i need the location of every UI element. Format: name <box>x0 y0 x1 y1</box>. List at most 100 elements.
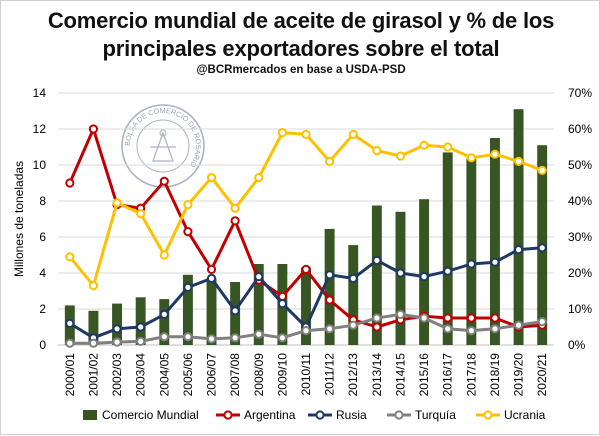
x-tick-label: 2005/06 <box>181 353 195 397</box>
point-rusia <box>183 282 193 292</box>
point-turquia <box>466 326 476 336</box>
bar-comercio-mundial <box>182 274 193 345</box>
point-argentina <box>65 178 75 188</box>
x-tick-label: 2010/11 <box>299 353 313 396</box>
bar-comercio-mundial <box>135 297 146 345</box>
x-tick-label: 2004/05 <box>157 353 171 397</box>
point-turquia <box>301 326 311 336</box>
x-tick-label: 2002/03 <box>110 353 124 397</box>
x-tick-label: 2014/15 <box>393 353 407 397</box>
point-ucrania <box>490 149 500 159</box>
point-ucrania <box>206 173 217 183</box>
y2-tick-label: 40% <box>568 194 592 208</box>
point-rusia <box>513 245 524 255</box>
point-rusia <box>466 259 476 269</box>
point-ucrania <box>230 203 240 213</box>
point-ucrania <box>348 129 358 139</box>
y2-tick-label: 30% <box>568 230 592 244</box>
point-argentina <box>183 227 193 237</box>
bar-comercio-mundial <box>489 138 500 345</box>
x-tick-label: 2017/18 <box>464 353 478 397</box>
point-rusia <box>395 268 406 278</box>
bar-comercio-mundial <box>371 205 382 345</box>
bar-comercio-mundial <box>348 245 359 345</box>
point-rusia <box>372 255 382 265</box>
legend-label-turquia: Turquía <box>415 408 456 422</box>
x-tick-label: 2009/10 <box>275 353 289 397</box>
chart-subtitle: @BCRmercados en base a USDA-PSD <box>196 64 406 76</box>
point-ucrania <box>112 198 122 208</box>
chart-title-line-2: principales exportadores sobre el total <box>102 36 500 61</box>
bar-comercio-mundial <box>253 264 264 345</box>
point-turquia <box>325 324 335 334</box>
legend-marker-turquia <box>394 410 404 420</box>
y2-tick-label: 20% <box>568 266 592 280</box>
legend-marker-ucrania <box>483 410 493 420</box>
bar-comercio-mundial <box>324 228 335 345</box>
x-tick-label: 2015/16 <box>417 353 431 397</box>
point-turquia <box>230 333 240 343</box>
point-ucrania <box>537 165 547 175</box>
point-turquia <box>136 336 146 346</box>
x-tick-label: 2000/01 <box>63 353 77 397</box>
legend-marker-argentina <box>223 410 233 420</box>
point-rusia <box>325 270 335 280</box>
y-tick-label: 4 <box>39 266 46 280</box>
point-argentina <box>230 216 240 226</box>
legend-marker-rusia <box>315 410 325 420</box>
y-tick-label: 2 <box>39 302 46 316</box>
x-tick-label: 2008/09 <box>252 353 266 397</box>
x-tick-label: 2001/02 <box>86 353 100 397</box>
point-rusia <box>230 306 240 316</box>
y-tick-label: 14 <box>33 86 47 100</box>
point-rusia <box>112 324 122 334</box>
point-rusia <box>537 243 547 253</box>
point-ucrania <box>466 153 476 163</box>
point-rusia <box>419 272 429 282</box>
point-argentina <box>206 264 217 274</box>
y2-tick-label: 10% <box>568 302 592 316</box>
point-ucrania <box>513 156 524 166</box>
point-argentina <box>301 264 311 274</box>
point-ucrania <box>183 200 193 210</box>
y-tick-label: 6 <box>39 230 46 244</box>
point-turquia <box>159 332 169 342</box>
x-tick-label: 2018/19 <box>488 353 502 397</box>
point-argentina <box>466 313 476 323</box>
point-turquia <box>419 313 429 323</box>
point-turquia <box>183 332 193 342</box>
point-rusia <box>65 318 75 328</box>
bar-comercio-mundial <box>159 299 170 345</box>
x-tick-label: 2016/17 <box>441 353 455 397</box>
bar-comercio-mundial <box>301 267 311 345</box>
chart-title-line-1: Comercio mundial de aceite de girasol y … <box>47 8 555 33</box>
point-argentina <box>490 313 500 323</box>
point-ucrania <box>372 146 382 156</box>
legend-label-ucrania: Ucrania <box>504 408 546 422</box>
x-tick-label: 2007/08 <box>228 353 242 397</box>
bar-comercio-mundial <box>513 109 524 345</box>
y2-tick-label: 50% <box>568 158 592 172</box>
point-ucrania <box>254 173 264 183</box>
bar-comercio-mundial <box>466 158 477 345</box>
bar-comercio-mundial <box>442 152 453 345</box>
y-tick-label: 0 <box>39 338 46 352</box>
bcr-seal-logo: BOLSA DE COMERCIO DE ROSARIO <box>121 104 205 188</box>
y-tick-label: 12 <box>33 122 47 136</box>
y2-tick-label: 0% <box>568 338 586 352</box>
y-tick-label: 10 <box>33 158 47 172</box>
x-tick-label: 2003/04 <box>134 353 148 397</box>
legend-label-comercio-mundial: Comercio Mundial <box>102 408 199 422</box>
point-rusia <box>443 266 453 276</box>
bar-comercio-mundial <box>88 310 99 345</box>
point-turquia <box>443 324 453 334</box>
point-ucrania <box>277 128 287 138</box>
y-axis-label: Millones de toneladas <box>12 161 26 277</box>
x-tick-label: 2020/21 <box>535 353 549 397</box>
y2-tick-label: 60% <box>568 122 592 136</box>
point-argentina <box>325 295 335 305</box>
point-ucrania <box>325 156 335 166</box>
x-tick-label: 2013/14 <box>370 353 384 397</box>
